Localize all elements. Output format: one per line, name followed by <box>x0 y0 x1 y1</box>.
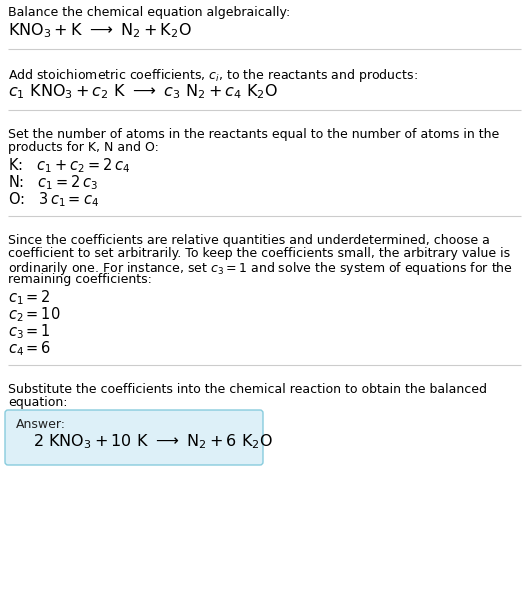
FancyBboxPatch shape <box>5 410 263 465</box>
Text: N:   $c_1 = 2\,c_3$: N: $c_1 = 2\,c_3$ <box>8 173 98 192</box>
Text: O:   $3\,c_1 = c_4$: O: $3\,c_1 = c_4$ <box>8 190 99 209</box>
Text: coefficient to set arbitrarily. To keep the coefficients small, the arbitrary va: coefficient to set arbitrarily. To keep … <box>8 247 510 260</box>
Text: Set the number of atoms in the reactants equal to the number of atoms in the: Set the number of atoms in the reactants… <box>8 128 499 141</box>
Text: remaining coefficients:: remaining coefficients: <box>8 273 152 286</box>
Text: $c_4 = 6$: $c_4 = 6$ <box>8 339 51 358</box>
Text: products for K, N and O:: products for K, N and O: <box>8 141 159 154</box>
Text: Answer:: Answer: <box>16 418 66 431</box>
Text: $c_1 = 2$: $c_1 = 2$ <box>8 288 51 307</box>
Text: $c_2 = 10$: $c_2 = 10$ <box>8 305 61 324</box>
Text: Since the coefficients are relative quantities and underdetermined, choose a: Since the coefficients are relative quan… <box>8 234 490 247</box>
Text: ordinarily one. For instance, set $c_3 = 1$ and solve the system of equations fo: ordinarily one. For instance, set $c_3 =… <box>8 260 513 277</box>
Text: $2\ \mathrm{KNO_3} + 10\ \mathrm{K} \ \longrightarrow \ \mathrm{N_2} + 6\ \mathr: $2\ \mathrm{KNO_3} + 10\ \mathrm{K} \ \l… <box>33 432 273 451</box>
Text: equation:: equation: <box>8 396 68 409</box>
Text: $\mathrm{KNO_3 + K \ \longrightarrow \ N_2 + K_2O}$: $\mathrm{KNO_3 + K \ \longrightarrow \ N… <box>8 21 191 39</box>
Text: Add stoichiometric coefficients, $c_i$, to the reactants and products:: Add stoichiometric coefficients, $c_i$, … <box>8 67 418 84</box>
Text: $c_1\ \mathrm{KNO_3} + c_2\ \mathrm{K} \ \longrightarrow \ c_3\ \mathrm{N_2} + c: $c_1\ \mathrm{KNO_3} + c_2\ \mathrm{K} \… <box>8 82 278 101</box>
Text: Substitute the coefficients into the chemical reaction to obtain the balanced: Substitute the coefficients into the che… <box>8 383 487 396</box>
Text: K:   $c_1 + c_2 = 2\,c_4$: K: $c_1 + c_2 = 2\,c_4$ <box>8 156 130 175</box>
Text: Balance the chemical equation algebraically:: Balance the chemical equation algebraica… <box>8 6 290 19</box>
Text: $c_3 = 1$: $c_3 = 1$ <box>8 322 51 341</box>
